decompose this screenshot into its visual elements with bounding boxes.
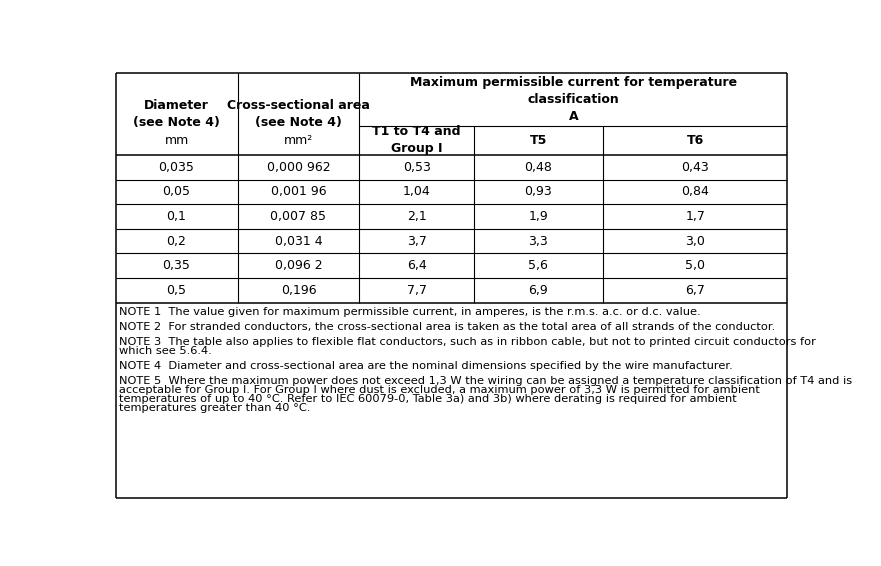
Text: NOTE 4  Diameter and cross-sectional area are the nominal dimensions specified b: NOTE 4 Diameter and cross-sectional area… — [120, 361, 733, 371]
Text: 0,196: 0,196 — [281, 284, 316, 297]
Text: 0,5: 0,5 — [167, 284, 187, 297]
Text: temperatures of up to 40 °C. Refer to IEC 60079-0, Table 3a) and 3b) where derat: temperatures of up to 40 °C. Refer to IE… — [120, 394, 737, 404]
Text: 6,9: 6,9 — [529, 284, 548, 297]
Text: 6,4: 6,4 — [407, 259, 426, 272]
Text: temperatures greater than 40 °C.: temperatures greater than 40 °C. — [120, 403, 311, 413]
Text: 0,031 4: 0,031 4 — [275, 235, 322, 248]
Text: 0,096 2: 0,096 2 — [275, 259, 322, 272]
Text: mm: mm — [165, 134, 189, 147]
Text: 0,53: 0,53 — [403, 161, 431, 174]
Text: 0,1: 0,1 — [167, 210, 187, 223]
Text: 0,35: 0,35 — [163, 259, 190, 272]
Text: 0,000 962: 0,000 962 — [267, 161, 330, 174]
Text: 3,0: 3,0 — [685, 235, 705, 248]
Text: 2,1: 2,1 — [407, 210, 426, 223]
Text: 3,3: 3,3 — [529, 235, 548, 248]
Text: 7,7: 7,7 — [406, 284, 426, 297]
Text: 0,05: 0,05 — [162, 186, 190, 199]
Text: 0,43: 0,43 — [681, 161, 709, 174]
Text: 5,0: 5,0 — [685, 259, 706, 272]
Text: which see 5.6.4.: which see 5.6.4. — [120, 346, 212, 356]
Text: NOTE 3  The table also applies to flexible flat conductors, such as in ribbon ca: NOTE 3 The table also applies to flexibl… — [120, 337, 817, 348]
Text: Maximum permissible current for temperature
classification
A: Maximum permissible current for temperat… — [410, 76, 737, 123]
Text: 3,7: 3,7 — [407, 235, 426, 248]
Text: 0,84: 0,84 — [681, 186, 709, 199]
Text: NOTE 1  The value given for maximum permissible current, in amperes, is the r.m.: NOTE 1 The value given for maximum permi… — [120, 307, 701, 318]
Text: T1 to T4 and
Group I: T1 to T4 and Group I — [373, 125, 461, 155]
Text: 6,7: 6,7 — [685, 284, 705, 297]
Text: T6: T6 — [686, 134, 704, 147]
Text: 1,9: 1,9 — [529, 210, 548, 223]
Text: Cross-sectional area
(see Note 4): Cross-sectional area (see Note 4) — [227, 99, 370, 129]
Text: NOTE 5  Where the maximum power does not exceed 1,3 W the wiring can be assigned: NOTE 5 Where the maximum power does not … — [120, 376, 853, 387]
Text: 0,007 85: 0,007 85 — [270, 210, 327, 223]
Text: 0,48: 0,48 — [524, 161, 552, 174]
Text: acceptable for Group I. For Group I where dust is excluded, a maximum power of 3: acceptable for Group I. For Group I wher… — [120, 385, 760, 395]
Text: Diameter
(see Note 4): Diameter (see Note 4) — [133, 99, 220, 129]
Text: 5,6: 5,6 — [529, 259, 548, 272]
Text: 0,93: 0,93 — [524, 186, 552, 199]
Text: 0,001 96: 0,001 96 — [270, 186, 326, 199]
Text: mm²: mm² — [284, 134, 313, 147]
Text: NOTE 2  For stranded conductors, the cross-sectional area is taken as the total : NOTE 2 For stranded conductors, the cros… — [120, 323, 775, 332]
Text: T5: T5 — [529, 134, 547, 147]
Text: 0,2: 0,2 — [167, 235, 187, 248]
Text: 1,04: 1,04 — [403, 186, 431, 199]
Text: 1,7: 1,7 — [685, 210, 705, 223]
Text: 0,035: 0,035 — [159, 161, 195, 174]
